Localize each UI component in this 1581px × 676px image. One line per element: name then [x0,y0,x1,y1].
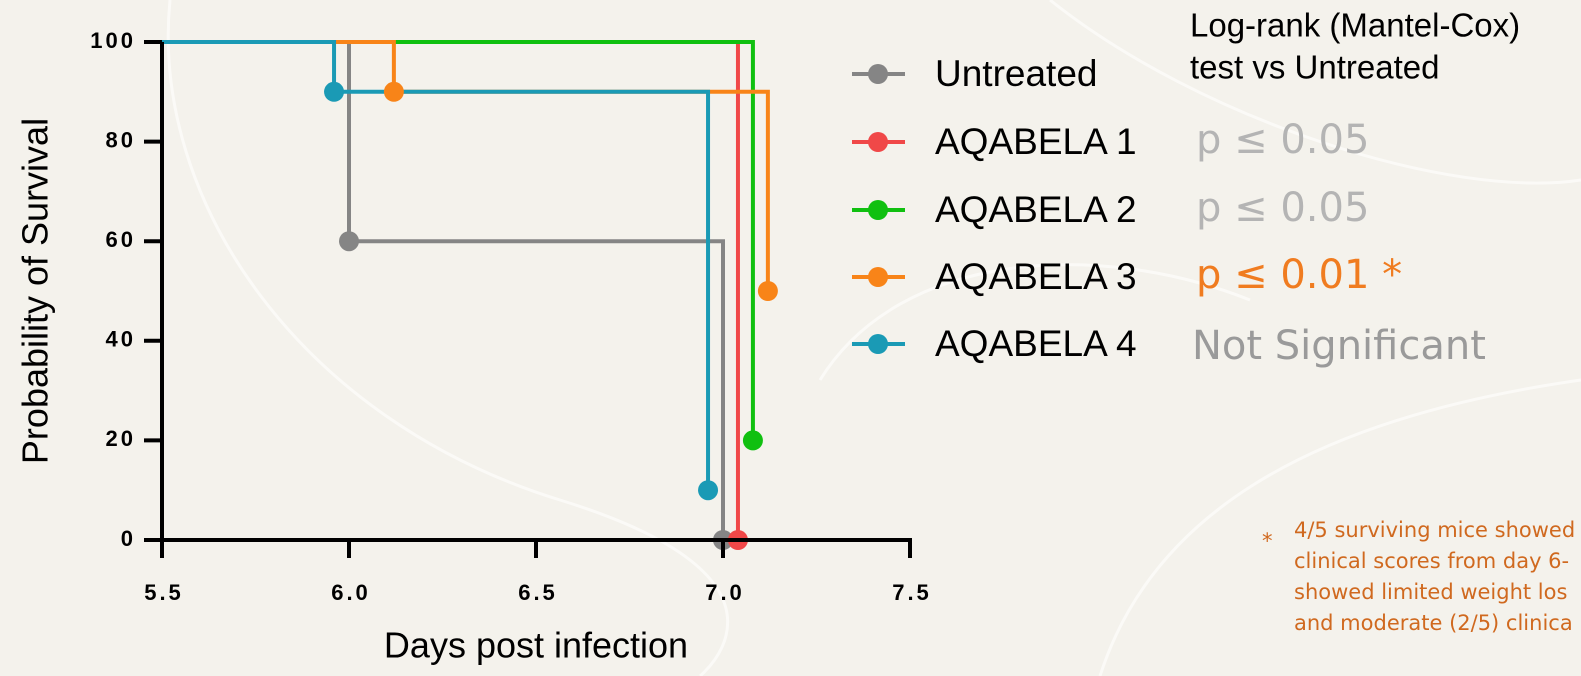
y-tick-label: 20 [106,426,136,451]
y-tick-label: 0 [121,526,136,551]
survival-line [162,40,725,540]
survival-line [162,40,770,291]
legend-marker [868,267,888,287]
survival-point [698,480,719,501]
legend-label: Untreated [935,53,1098,94]
p-value: p ≤ 0.05 [1196,117,1369,163]
footnote-line: showed limited weight los [1294,580,1567,604]
footnote-mark: * [1262,529,1273,553]
legend-marker [868,132,888,152]
y-tick-label: 60 [106,227,136,252]
survival-point [742,430,763,451]
y-tick-label: 40 [106,327,136,352]
background-decor [166,0,1581,676]
survival-line [162,40,711,491]
y-tick-label: 100 [90,28,136,53]
x-tick-label: 5.5 [144,580,184,605]
survival-line [162,40,740,540]
legend-label: AQABELA 2 [935,189,1137,230]
x-axis-title: Days post infection [384,625,688,666]
y-axis-title: Probability of Survival [15,118,56,464]
survival-point [339,231,359,252]
test-title: Log-rank (Mantel-Cox) [1190,7,1520,44]
legend-label: AQABELA 3 [935,256,1137,297]
p-value: Not Significant [1192,323,1486,369]
legend-label: AQABELA 1 [935,121,1137,162]
y-tick-label: 80 [106,127,136,152]
legend-label: AQABELA 4 [935,323,1137,364]
survival-point [324,81,345,102]
x-tick-label: 6.0 [331,580,371,605]
footnote-line: 4/5 surviving mice showed [1294,518,1575,542]
survival-point [383,81,404,102]
footnote-line: clinical scores from day 6- [1294,549,1569,573]
x-tick-label: 6.5 [518,580,558,605]
p-value: p ≤ 0.01 * [1196,252,1402,298]
legend-marker [868,334,888,354]
legend-marker [868,200,888,220]
x-tick-label: 7.0 [705,580,745,605]
test-title: test vs Untreated [1190,49,1439,86]
survival-point [757,281,778,301]
p-value: p ≤ 0.05 [1196,185,1369,231]
footnote-line: and moderate (2/5) clinica [1294,611,1573,635]
legend-marker [868,64,888,84]
x-tick-label: 7.5 [892,580,932,605]
